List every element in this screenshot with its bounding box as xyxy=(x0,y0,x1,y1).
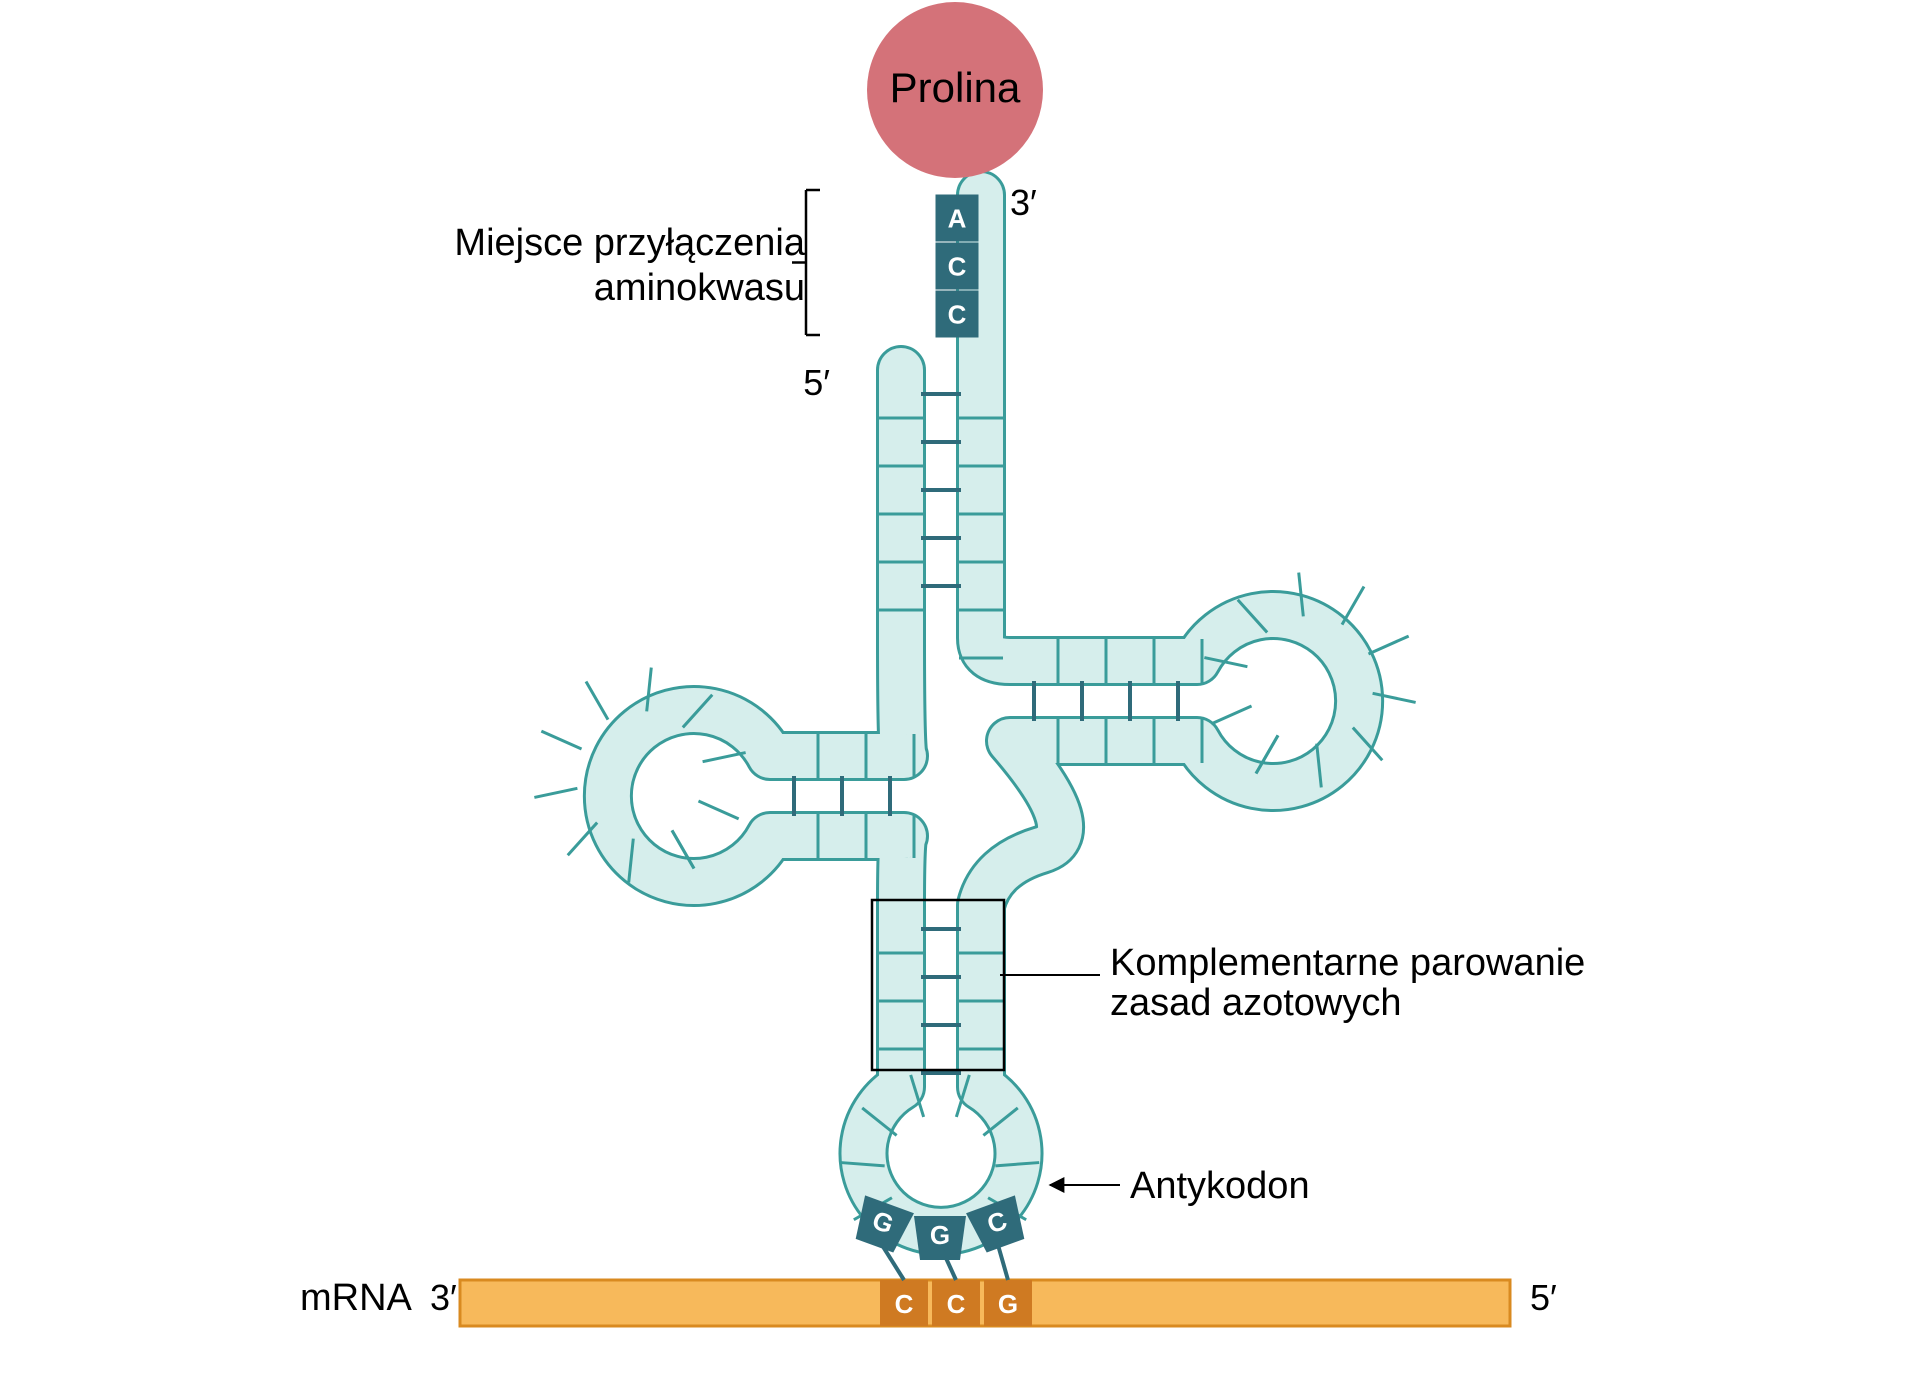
nt-divider xyxy=(586,681,608,719)
mrna-label: mRNA xyxy=(300,1277,413,1319)
nt-divider xyxy=(1342,586,1364,624)
trna-backbone xyxy=(608,195,1359,1231)
acceptor-base-letter: C xyxy=(948,252,967,282)
anticodon-label: Antykodon xyxy=(1130,1165,1310,1207)
mrna-three-prime: 3′ xyxy=(430,1277,457,1318)
codon-letter: C xyxy=(895,1289,914,1319)
nt-divider xyxy=(1368,636,1408,654)
anticodon-base: G xyxy=(914,1216,966,1260)
codon-pair-line xyxy=(998,1245,1008,1280)
amino-acid-label: Prolina xyxy=(890,64,1021,111)
acceptor-base-letter: C xyxy=(948,300,967,330)
pairing-label: Komplementarne parowanie xyxy=(1110,942,1585,984)
three-prime-top: 3′ xyxy=(1010,182,1037,223)
nt-divider xyxy=(541,731,581,749)
attachment-label: aminokwasu xyxy=(594,267,805,309)
nt-divider xyxy=(703,753,746,762)
nt-divider xyxy=(698,801,738,819)
codon-letter: C xyxy=(947,1289,966,1319)
five-prime-top: 5′ xyxy=(803,362,830,403)
nt-divider xyxy=(1211,706,1251,724)
codon-letter: G xyxy=(998,1289,1018,1319)
pairing-label: zasad azotowych xyxy=(1110,982,1402,1024)
nt-divider xyxy=(534,788,577,797)
attachment-label: Miejsce przyłączenia xyxy=(454,222,805,264)
mrna-five-prime: 5′ xyxy=(1530,1277,1557,1318)
acceptor-base-letter: A xyxy=(948,204,967,234)
